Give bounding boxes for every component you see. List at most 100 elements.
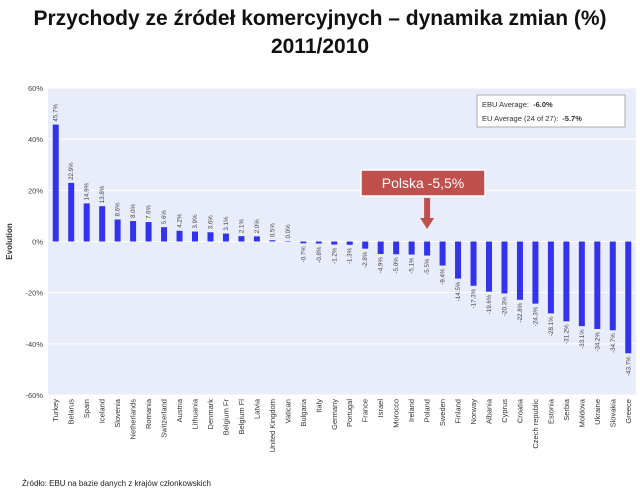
value-label: 8.0% bbox=[130, 203, 137, 218]
callout-text: Polska -5,5% bbox=[382, 175, 464, 191]
category-label: Ireland bbox=[407, 399, 416, 422]
category-label: Finland bbox=[454, 399, 463, 424]
y-tick-label: 20% bbox=[28, 186, 43, 195]
y-axis-label: Evolution bbox=[5, 223, 14, 260]
bar bbox=[346, 241, 353, 245]
value-label: 45.7% bbox=[53, 104, 60, 122]
chart-title-line1: Przychody ze źródeł komercyjnych – dynam… bbox=[33, 7, 607, 30]
category-label: Moldova bbox=[577, 398, 586, 427]
y-tick-label: 60% bbox=[28, 84, 43, 93]
value-label: -28.1% bbox=[548, 316, 555, 336]
bar bbox=[362, 241, 369, 249]
category-label: Albania bbox=[485, 398, 494, 424]
callout-arrow-shaft bbox=[424, 198, 431, 219]
value-label: 22.9% bbox=[68, 162, 75, 180]
bar bbox=[331, 241, 338, 245]
bar bbox=[408, 241, 415, 255]
category-label: Belgium Fl bbox=[237, 399, 246, 435]
bar bbox=[176, 230, 183, 242]
callout-arrow-head bbox=[420, 218, 435, 229]
category-label: Ukraine bbox=[593, 399, 602, 425]
bar bbox=[625, 241, 632, 354]
category-label: France bbox=[361, 399, 370, 422]
bar bbox=[393, 241, 400, 255]
value-label: -34.7% bbox=[610, 333, 617, 353]
value-label: 0.0% bbox=[285, 224, 292, 239]
category-label: Croatia bbox=[515, 398, 524, 423]
category-label: Cyprus bbox=[500, 399, 509, 423]
y-tick-label: -60% bbox=[25, 391, 43, 400]
value-label: -5.1% bbox=[409, 257, 416, 274]
category-label: Bulgaria bbox=[299, 398, 308, 426]
bar bbox=[377, 241, 384, 255]
value-label: -0.8% bbox=[316, 246, 323, 263]
category-label: Switzerland bbox=[160, 399, 169, 438]
bar bbox=[439, 241, 446, 266]
y-tick-label: -40% bbox=[25, 340, 43, 349]
category-label: Greece bbox=[624, 399, 633, 424]
bar bbox=[563, 241, 570, 322]
category-label: Latvia bbox=[252, 398, 261, 419]
value-label: -43.7% bbox=[625, 356, 632, 376]
callout-box bbox=[360, 169, 486, 197]
value-label: -20.3% bbox=[501, 296, 508, 316]
legend-ebu-label: EBU Average: bbox=[482, 100, 529, 109]
legend-line-ebu: EBU Average: -6.0% bbox=[482, 100, 553, 109]
value-label: 3.6% bbox=[207, 215, 214, 230]
legend-eu-label: EU Average (24 of 27): bbox=[482, 114, 558, 123]
bar bbox=[609, 241, 616, 331]
bar bbox=[470, 241, 477, 286]
bar bbox=[68, 182, 75, 242]
category-label: Sweden bbox=[438, 399, 447, 426]
value-label: -1.2% bbox=[331, 247, 338, 264]
poland-callout: Polska -5,5% bbox=[360, 169, 486, 229]
category-label: Netherlands bbox=[129, 399, 138, 440]
legend-line-eu: EU Average (24 of 27): -5.7% bbox=[482, 114, 582, 123]
bar bbox=[114, 219, 121, 242]
y-tick-label: 40% bbox=[28, 135, 43, 144]
category-label: Morocco bbox=[392, 399, 401, 428]
category-label: Italy bbox=[314, 399, 323, 413]
value-label: 4.2% bbox=[177, 213, 184, 228]
bar bbox=[130, 221, 137, 242]
category-label: Slovakia bbox=[608, 398, 617, 427]
bars bbox=[52, 124, 632, 354]
value-label: 13.8% bbox=[99, 185, 106, 203]
category-label: Lithuania bbox=[191, 398, 200, 429]
category-label: Belarus bbox=[67, 399, 76, 425]
category-label: Belgium Fr bbox=[221, 399, 230, 436]
bar bbox=[99, 206, 106, 242]
value-label: -5.5% bbox=[424, 258, 431, 275]
category-label: Estonia bbox=[546, 398, 555, 424]
value-label: -22.8% bbox=[517, 302, 524, 322]
legend-eu-value: -5.7% bbox=[562, 114, 582, 123]
value-label: -4.9% bbox=[378, 257, 385, 274]
category-label: Spain bbox=[82, 399, 91, 418]
bar bbox=[501, 241, 508, 294]
category-label: Denmark bbox=[206, 399, 215, 430]
bar bbox=[161, 227, 168, 242]
bar bbox=[594, 241, 601, 329]
bar bbox=[222, 233, 229, 242]
category-label: Vatican bbox=[283, 399, 292, 423]
bar bbox=[532, 241, 539, 304]
category-label: Germany bbox=[330, 399, 339, 430]
bar bbox=[284, 241, 291, 242]
category-label: Portugal bbox=[345, 399, 354, 427]
bar bbox=[547, 241, 554, 314]
source-note: Źródło: EBU na bazie danych z krajów czł… bbox=[22, 479, 211, 488]
category-label: Iceland bbox=[98, 399, 107, 423]
value-label: 3.1% bbox=[223, 216, 230, 231]
bar bbox=[83, 203, 90, 242]
category-label: Norway bbox=[469, 399, 478, 425]
y-tick-label: -20% bbox=[25, 289, 43, 298]
category-labels: Turkey Belarus Spain Iceland Slovenia Netherl… bbox=[51, 398, 633, 452]
bar bbox=[269, 240, 276, 242]
value-label: -0.7% bbox=[300, 246, 307, 263]
value-label: 2.0% bbox=[254, 219, 261, 234]
bar bbox=[207, 232, 214, 242]
bar bbox=[516, 241, 523, 300]
category-label: Romania bbox=[144, 398, 153, 429]
value-label: -33.1% bbox=[579, 329, 586, 349]
value-label: 5.6% bbox=[161, 210, 168, 225]
